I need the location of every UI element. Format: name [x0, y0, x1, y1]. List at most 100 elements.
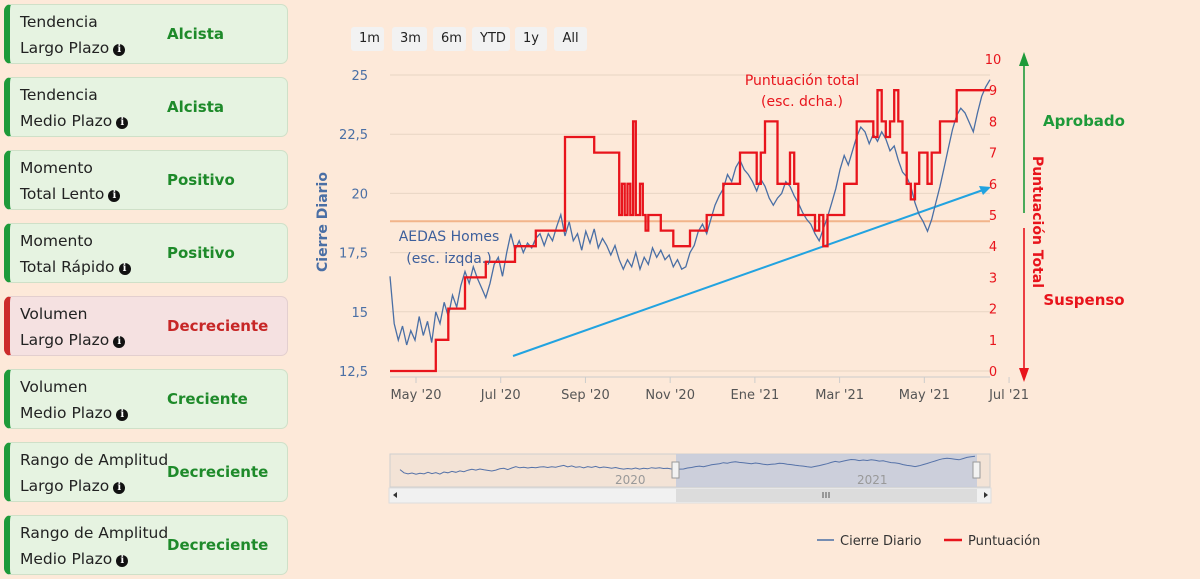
label-aprobado: Aprobado — [1043, 112, 1125, 130]
series-line-puntuacion — [390, 89, 990, 373]
y-right-tick-label: 1 — [989, 334, 997, 349]
info-icon[interactable]: i — [113, 336, 126, 348]
y-axis-left: 12,5 15 17,5 20 22,5 25 — [339, 69, 368, 380]
indicator-card-tendencia-medio: Tendencia Medio Plazo i Alcista — [4, 77, 288, 137]
x-tick-label: Nov '20 — [645, 388, 695, 403]
x-tick-label: Jul '20 — [480, 388, 521, 403]
indicator-card-momento-lento: Momento Total Lento i Positivo — [4, 150, 288, 210]
indicator-title-line2: Medio Plazo i — [20, 404, 129, 422]
indicator-card-tendencia-largo: Tendencia Largo Plazo i Alcista — [4, 4, 288, 64]
indicator-card-momento-rapido: Momento Total Rápido i Positivo — [4, 223, 288, 283]
x-tick-label: May '20 — [390, 388, 441, 403]
indicator-status: Decreciente — [167, 463, 269, 481]
range-button-ytd[interactable]: YTD — [472, 27, 510, 51]
y-left-tick-label: 20 — [351, 187, 368, 202]
y-axis-right: 0 1 2 3 4 5 6 7 8 9 10 — [985, 53, 1002, 380]
navigator-selection[interactable] — [676, 454, 977, 487]
x-tick-label: Mar '21 — [815, 388, 864, 403]
annotation-puntuacion: Puntuación total — [745, 73, 859, 89]
navigator[interactable]: 2020 2021 — [389, 453, 991, 488]
scrollbar-grip-icon — [822, 492, 830, 498]
navigator-line — [399, 455, 976, 475]
failed-arrow — [1019, 228, 1029, 382]
range-button-all[interactable]: All — [554, 27, 587, 51]
indicator-subtitle: Total Lento — [20, 185, 105, 203]
navigator-label-2021: 2021 — [857, 473, 888, 487]
info-icon[interactable]: i — [108, 190, 121, 202]
y-right-tick-label: 2 — [989, 303, 997, 318]
indicator-subtitle: Medio Plazo — [20, 550, 113, 568]
info-icon[interactable]: i — [116, 409, 129, 421]
y-right-tick-label: 8 — [989, 115, 997, 130]
scroll-right-icon[interactable] — [984, 492, 988, 498]
indicator-title-line2: Largo Plazo i — [20, 331, 126, 349]
y-axis-left-title: Cierre Diario — [315, 172, 331, 272]
x-tick-label: Sep '20 — [561, 388, 610, 403]
approved-arrow — [1019, 52, 1029, 213]
y-left-tick-label: 25 — [351, 69, 368, 84]
navigator-handle-left[interactable] — [671, 461, 680, 479]
indicator-title-line2: Largo Plazo i — [20, 39, 126, 57]
range-button-3m[interactable]: 3m — [392, 27, 427, 51]
indicator-status: Decreciente — [167, 536, 269, 554]
indicator-card-rango-medio: Rango de Amplitud Medio Plazo i Decrecien… — [4, 515, 288, 575]
series-line-cierre-diario — [389, 79, 991, 346]
indicator-status: Creciente — [167, 390, 248, 408]
scroll-left-icon[interactable] — [393, 492, 397, 498]
indicator-title-line1: Momento — [20, 232, 93, 250]
navigator-label-2020: 2020 — [615, 473, 646, 487]
indicator-title-line2: Medio Plazo i — [20, 550, 129, 568]
indicator-status: Alcista — [167, 98, 225, 116]
y-right-tick-label: 7 — [989, 147, 997, 162]
indicator-subtitle: Medio Plazo — [20, 112, 113, 130]
y-left-tick-label: 22,5 — [339, 128, 368, 143]
indicator-title-line1: Momento — [20, 159, 93, 177]
indicator-title-line1: Rango de Amplitud — [20, 524, 169, 542]
indicator-subtitle: Total Rápido — [20, 258, 115, 276]
y-right-tick-label: 6 — [989, 178, 997, 193]
range-button-1m[interactable]: 1m — [351, 27, 384, 51]
indicator-card-volumen-medio: Volumen Medio Plazo i Creciente — [4, 369, 288, 429]
y-left-tick-label: 15 — [351, 306, 368, 321]
info-icon[interactable]: i — [116, 117, 129, 129]
indicator-subtitle: Largo Plazo — [20, 477, 110, 495]
y-right-tick-label: 0 — [989, 365, 997, 380]
indicator-subtitle: Medio Plazo — [20, 404, 113, 422]
y-right-tick-label: 10 — [985, 53, 1002, 68]
scrollbar-thumb[interactable] — [676, 489, 977, 502]
indicator-title-line1: Volumen — [20, 305, 88, 323]
info-icon[interactable]: i — [113, 44, 126, 56]
y-right-tick-label: 5 — [989, 209, 997, 224]
navigator-handle-right[interactable] — [972, 461, 981, 479]
legend-label-cierre[interactable]: Cierre Diario — [840, 534, 922, 549]
indicator-title-line1: Tendencia — [20, 13, 98, 31]
indicator-card-volumen-largo: Volumen Largo Plazo i Decreciente — [4, 296, 288, 356]
y-right-tick-label: 3 — [989, 271, 997, 286]
indicator-subtitle: Largo Plazo — [20, 39, 110, 57]
y-right-tick-label: 4 — [989, 240, 997, 255]
info-icon[interactable]: i — [113, 482, 126, 494]
indicator-title-line2: Total Lento i — [20, 185, 121, 203]
info-icon[interactable]: i — [116, 555, 129, 567]
trend-arrow — [512, 186, 991, 357]
x-tick-label: Jul '21 — [988, 388, 1029, 403]
scrollbar[interactable] — [388, 487, 992, 504]
indicator-card-rango-largo: Rango de Amplitud Largo Plazo i Decrecien… — [4, 442, 288, 502]
indicator-status: Alcista — [167, 25, 225, 43]
y-left-tick-label: 17,5 — [339, 247, 368, 262]
indicator-title-line1: Volumen — [20, 378, 88, 396]
legend-label-puntuacion[interactable]: Puntuación — [968, 534, 1040, 549]
annotation-aedas: AEDAS Homes — [399, 229, 500, 245]
indicator-status: Positivo — [167, 171, 235, 189]
gridlines — [390, 74, 990, 372]
info-icon[interactable]: i — [118, 263, 131, 275]
range-button-1y[interactable]: 1y — [515, 27, 547, 51]
indicator-status: Positivo — [167, 244, 235, 262]
y-axis-right-title: Puntuación Total — [1029, 156, 1045, 288]
indicator-title-line2: Total Rápido i — [20, 258, 131, 276]
indicator-title-line1: Rango de Amplitud — [20, 451, 169, 469]
y-left-tick-label: 12,5 — [339, 365, 368, 380]
range-button-6m[interactable]: 6m — [433, 27, 466, 51]
x-axis: May '20 Jul '20 Sep '20 Nov '20 Ene '21 Mar '… — [390, 376, 1029, 403]
indicator-title-line2: Medio Plazo i — [20, 112, 129, 130]
